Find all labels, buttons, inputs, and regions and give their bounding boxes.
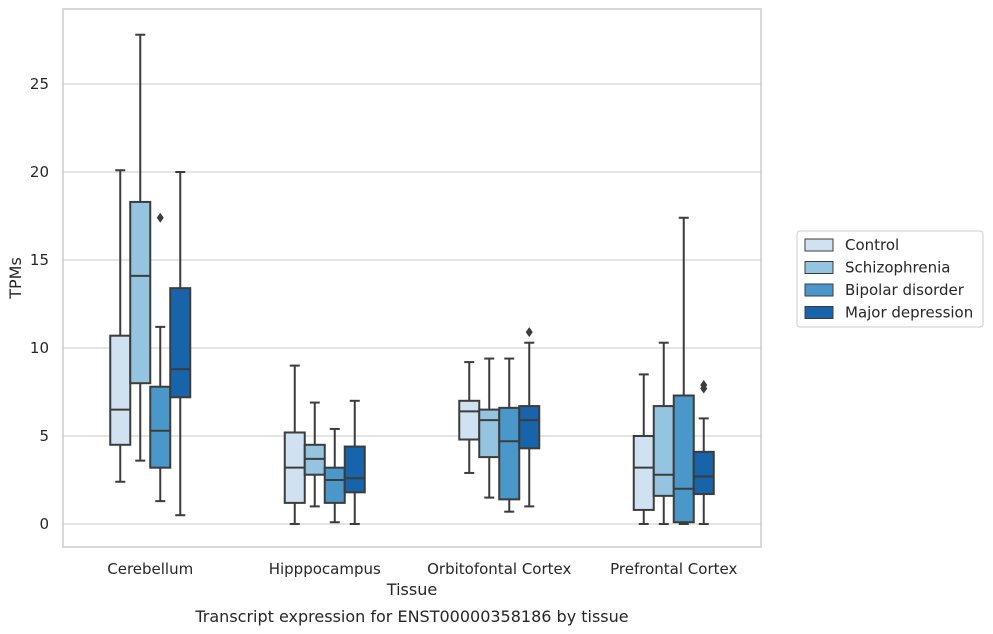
legend-frame — [796, 230, 984, 328]
box-schizophrenia — [303, 401, 326, 508]
y-tick-label: 10 — [30, 339, 49, 357]
x-axis-label: Tissue — [386, 580, 437, 599]
iqr-box — [672, 394, 695, 524]
iqr-box — [343, 445, 366, 494]
iqr-box — [129, 200, 152, 385]
iqr-box — [323, 466, 346, 504]
y-tick-label: 25 — [30, 75, 49, 93]
outlier-point — [156, 212, 164, 223]
box-major-depression — [343, 399, 366, 525]
iqr-box — [498, 406, 521, 501]
legend-label: Control — [845, 236, 899, 254]
x-tick-label: Cerebellum — [107, 560, 193, 578]
y-tick-labels: 0 5 10 15 20 25 — [30, 75, 49, 533]
y-axis-label: TPMs — [6, 257, 25, 300]
x-tick-label: Prefrontal Cortex — [610, 560, 737, 578]
iqr-box — [109, 334, 132, 446]
legend-swatch — [804, 261, 834, 274]
chart-caption: Transcript expression for ENST0000035818… — [194, 607, 628, 626]
y-tick-label: 20 — [30, 163, 49, 181]
box-control — [632, 373, 655, 525]
legend-label: Bipolar disorder — [845, 281, 965, 299]
iqr-box — [169, 287, 192, 399]
y-tick-label: 0 — [39, 515, 49, 533]
box-major-depression — [169, 171, 192, 517]
box-groups — [109, 33, 715, 525]
iqr-box — [458, 399, 481, 441]
box-control — [109, 169, 132, 483]
iqr-box — [518, 405, 541, 450]
box-schizophrenia — [129, 33, 152, 462]
x-tick-labels: Cerebellum Hipppocampus Orbitofontal Corte… — [107, 560, 737, 578]
y-tick-label: 5 — [39, 427, 49, 445]
box-control — [283, 364, 306, 525]
outlier-point — [700, 379, 708, 390]
box-bipolar-disorder — [149, 212, 172, 503]
outlier-point — [525, 327, 533, 338]
legend-swatch — [804, 306, 834, 319]
legend-swatch — [804, 283, 834, 297]
legend: Control Schizophrenia Bipolar disorder Majo… — [796, 230, 984, 328]
plot-frame — [62, 8, 762, 548]
iqr-box — [149, 385, 172, 469]
legend-label: Major depression — [845, 304, 973, 322]
iqr-box — [652, 405, 675, 497]
x-tick-label: Hipppocampus — [269, 560, 381, 578]
iqr-box — [478, 408, 501, 459]
iqr-box — [632, 435, 655, 511]
box-bipolar-disorder — [498, 357, 521, 513]
iqr-box — [692, 450, 715, 496]
legend-swatch — [804, 238, 834, 252]
x-tick-label: Orbitofontal Cortex — [427, 560, 571, 578]
y-tick-label: 15 — [30, 251, 49, 269]
box-major-depression — [518, 327, 541, 508]
legend-label: Schizophrenia — [845, 259, 950, 277]
box-major-depression — [692, 379, 715, 525]
